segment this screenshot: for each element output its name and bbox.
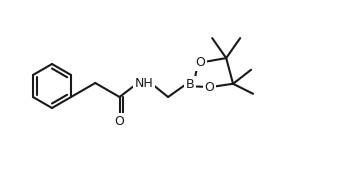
Text: O: O <box>114 115 125 128</box>
Text: NH: NH <box>134 77 153 90</box>
Text: O: O <box>204 81 215 95</box>
Text: B: B <box>186 78 194 91</box>
Text: O: O <box>195 56 205 69</box>
